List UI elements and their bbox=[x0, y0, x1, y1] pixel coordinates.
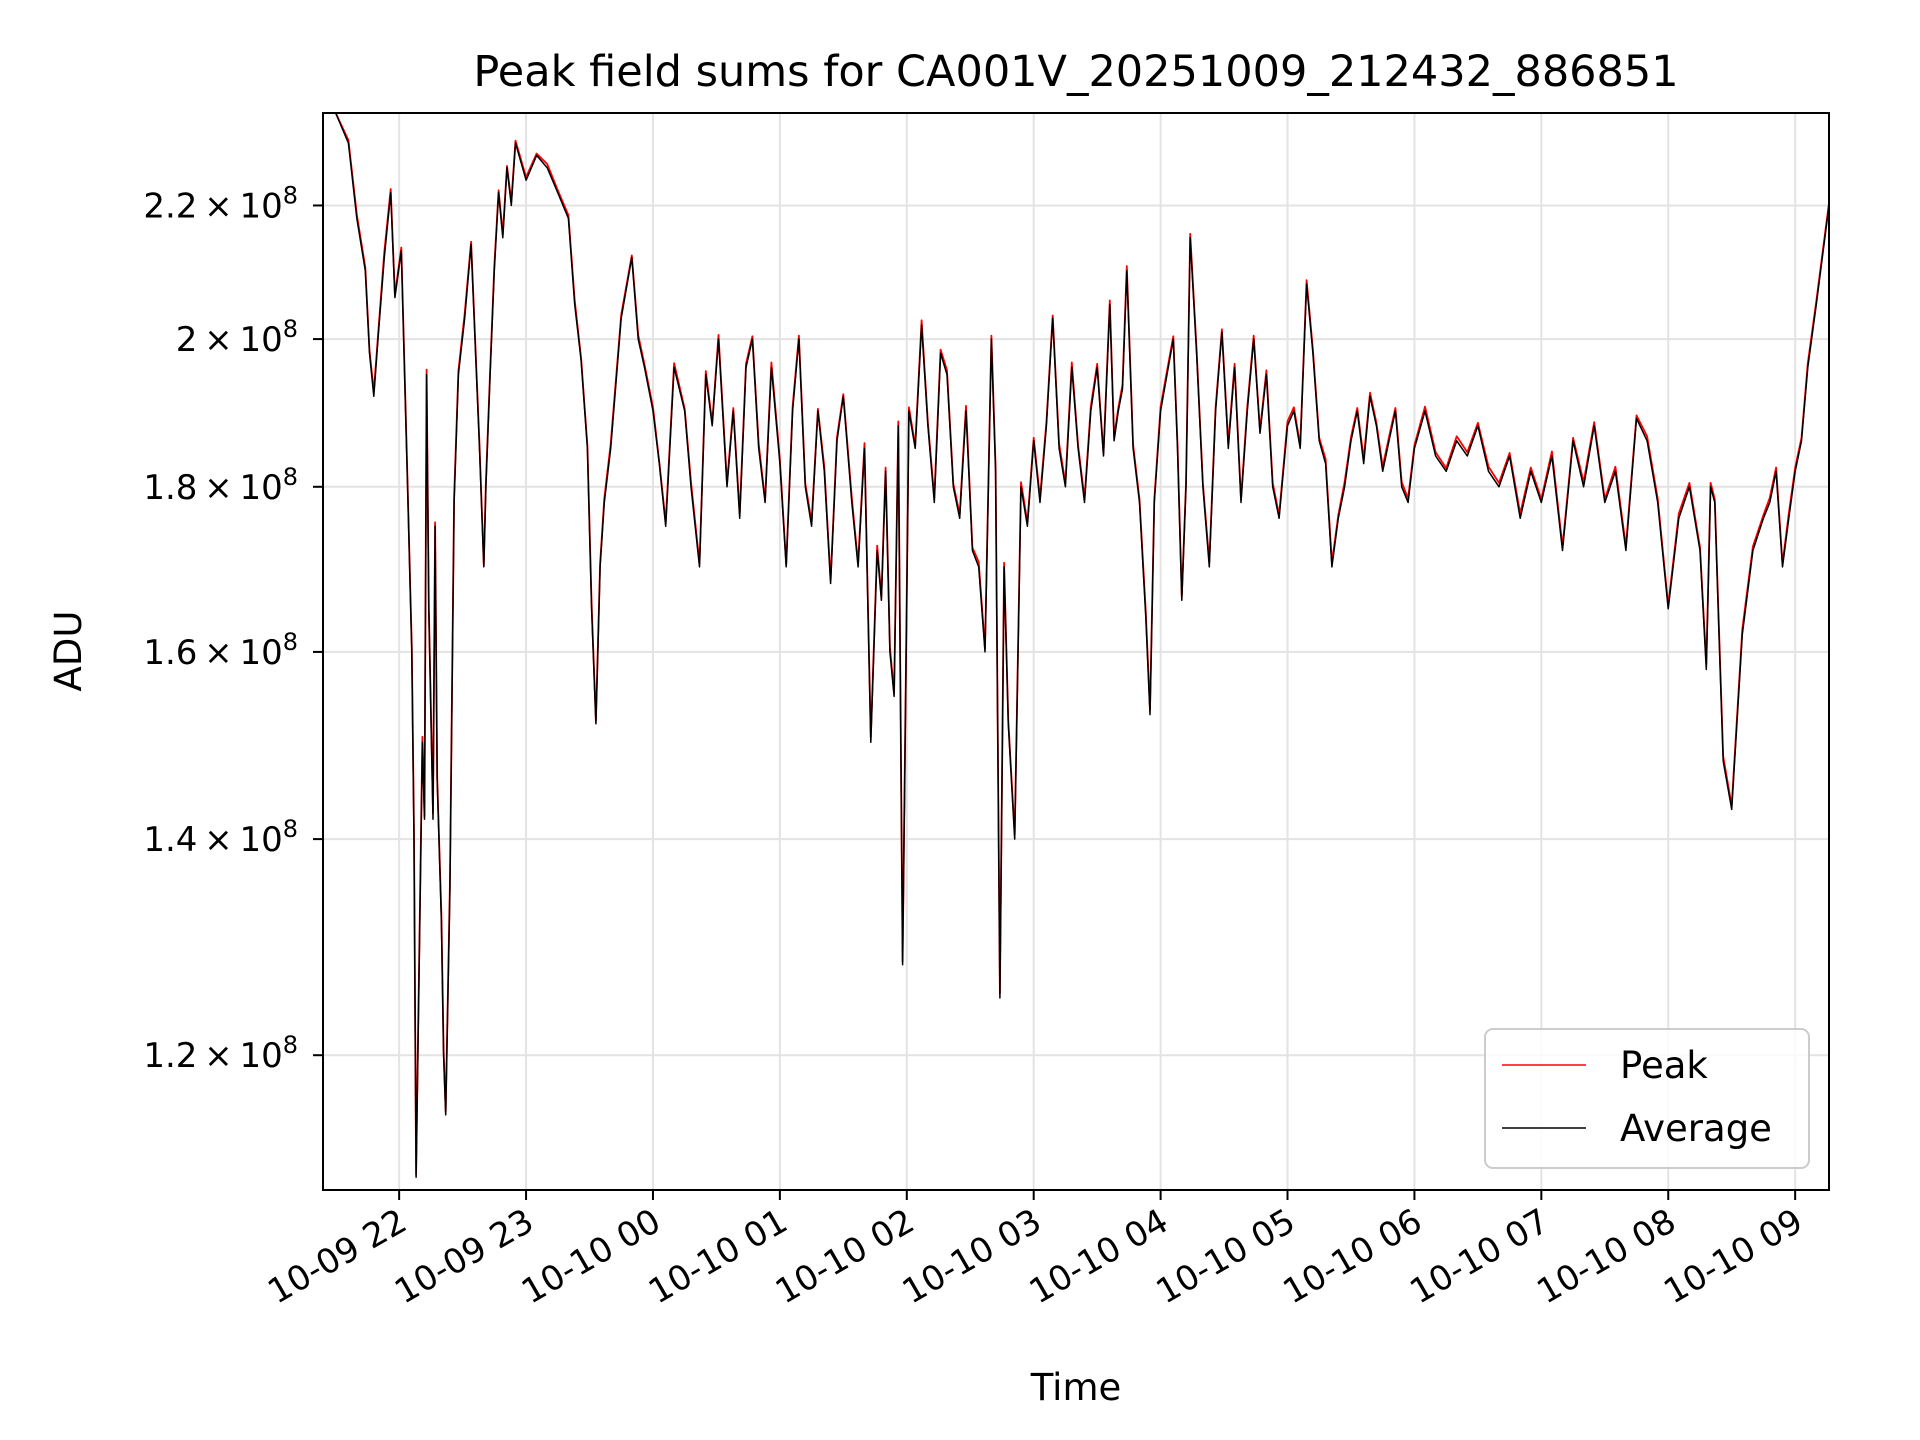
chart-title: Peak field sums for CA001V_20251009_2124… bbox=[473, 47, 1678, 97]
x-axis-label: Time bbox=[1030, 1366, 1122, 1409]
legend-box bbox=[1484, 1028, 1810, 1169]
grid bbox=[323, 113, 1829, 1190]
series-layer bbox=[323, 112, 1830, 1178]
y-tick-label: 2 × 108 bbox=[176, 315, 298, 360]
y-axis: 1.2 × 108 1.4 × 108 1.6 × 108 1.8 × 108 2 × … bbox=[143, 181, 323, 1076]
y-tick-label: 1.2 × 108 bbox=[143, 1031, 298, 1076]
y-axis-label: ADU bbox=[47, 611, 90, 692]
y-tick-label: 1.8 × 108 bbox=[143, 463, 298, 508]
y-tick-label: 2.2 × 108 bbox=[143, 181, 298, 226]
y-tick-label: 1.4 × 108 bbox=[143, 815, 298, 860]
legend: Peak Average bbox=[1484, 1028, 1810, 1169]
series-line-average bbox=[323, 112, 1830, 1178]
legend-label-average: Average bbox=[1620, 1107, 1772, 1150]
legend-label-peak: Peak bbox=[1620, 1044, 1708, 1087]
y-tick-label: 1.6 × 108 bbox=[143, 628, 298, 673]
